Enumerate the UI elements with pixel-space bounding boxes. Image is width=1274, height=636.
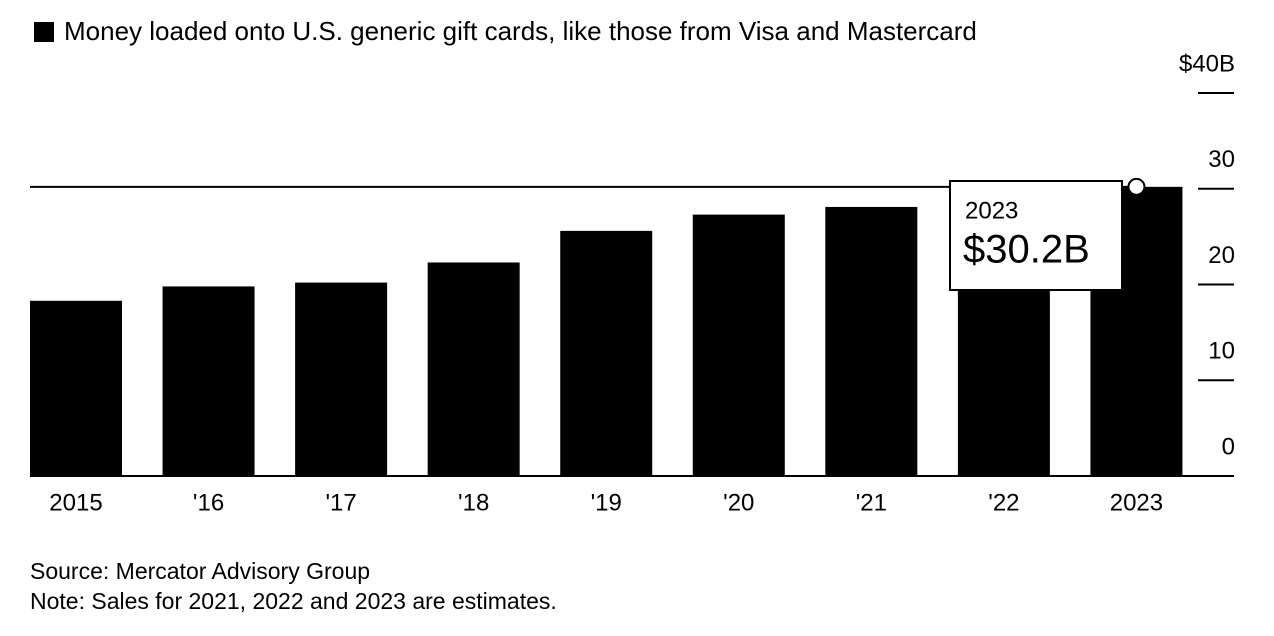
y-tick-label: 10 [1208, 338, 1235, 365]
x-tick-label: 2015 [49, 489, 102, 516]
y-tick-label: 20 [1208, 242, 1235, 269]
annotation-box [949, 180, 1123, 291]
y-tick-label: 0 [1222, 433, 1235, 460]
annotation-value: $30.2B [963, 228, 1090, 272]
bar [295, 282, 388, 476]
bar [30, 300, 122, 476]
y-tick-label: 30 [1208, 146, 1235, 173]
bar [427, 262, 520, 476]
x-tick-label: '17 [325, 489, 356, 516]
note: Note: Sales for 2021, 2022 and 2023 are … [30, 588, 557, 614]
x-tick-label: '21 [856, 489, 887, 516]
x-tick-label: '19 [591, 489, 622, 516]
legend-label: Money loaded onto U.S. generic gift card… [64, 16, 977, 46]
x-tick-label: '16 [193, 489, 224, 516]
x-tick-label: '22 [988, 489, 1019, 516]
x-tick-label: 2023 [1110, 489, 1163, 516]
annotation-label: 2023 [965, 197, 1018, 224]
y-tick-label: $40B [1179, 50, 1235, 77]
x-tick-label: '20 [723, 489, 754, 516]
bar [825, 206, 918, 476]
x-tick-label: '18 [458, 489, 489, 516]
bar [560, 230, 653, 476]
bar [692, 214, 785, 477]
highlight-dot [1127, 177, 1146, 196]
legend-swatch [34, 22, 54, 42]
bar [162, 286, 255, 476]
source: Source: Mercator Advisory Group [30, 558, 370, 584]
